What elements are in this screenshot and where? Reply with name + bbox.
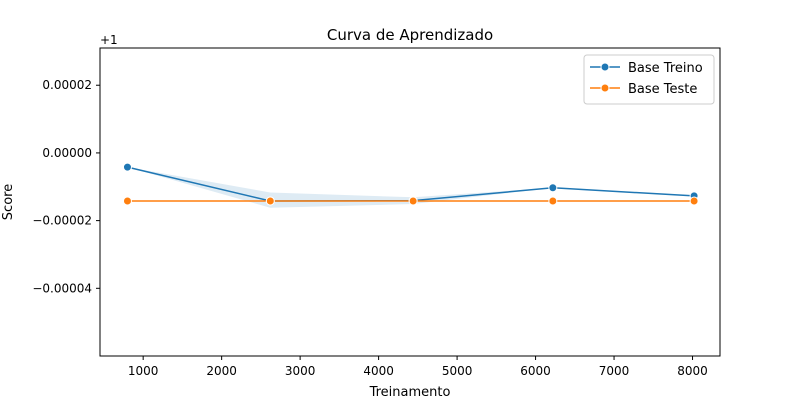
y-axis: 0.00002 0.00000 −0.00002 −0.00004 <box>32 78 100 295</box>
x-tick-label: 4000 <box>363 364 394 378</box>
chart-title: Curva de Aprendizado <box>327 26 493 44</box>
series-points <box>122 162 699 206</box>
y-offset-label: +1 <box>100 33 118 47</box>
legend: Base Treino Base Teste <box>583 54 715 105</box>
series-point-0 <box>122 162 132 172</box>
series-point-1 <box>408 196 418 206</box>
legend-marker-teste <box>600 83 610 93</box>
legend-label-treino: Base Treino <box>628 61 703 76</box>
x-tick-label: 1000 <box>128 364 159 378</box>
x-axis-label: Treinamento <box>369 385 451 400</box>
y-tick-label: −0.00004 <box>32 281 92 295</box>
series-point-1 <box>548 196 558 206</box>
series-point-1 <box>122 196 132 206</box>
x-tick-label: 5000 <box>442 364 473 378</box>
series-point-1 <box>265 196 275 206</box>
x-tick-label: 8000 <box>677 364 708 378</box>
legend-label-teste: Base Teste <box>628 82 697 97</box>
legend-marker-treino <box>600 62 610 72</box>
y-tick-label: −0.00002 <box>32 214 92 228</box>
y-axis-label: Score <box>1 184 16 220</box>
y-tick-label: 0.00002 <box>42 78 92 92</box>
y-tick-label: 0.00000 <box>42 146 92 160</box>
series-point-1 <box>689 196 699 206</box>
x-tick-label: 2000 <box>206 364 237 378</box>
x-axis: 1000 2000 3000 4000 5000 6000 7000 8000 <box>128 356 708 378</box>
x-tick-label: 6000 <box>520 364 551 378</box>
x-tick-label: 3000 <box>285 364 316 378</box>
x-tick-label: 7000 <box>599 364 630 378</box>
series-point-0 <box>548 183 558 193</box>
plot-frame <box>99 47 721 357</box>
